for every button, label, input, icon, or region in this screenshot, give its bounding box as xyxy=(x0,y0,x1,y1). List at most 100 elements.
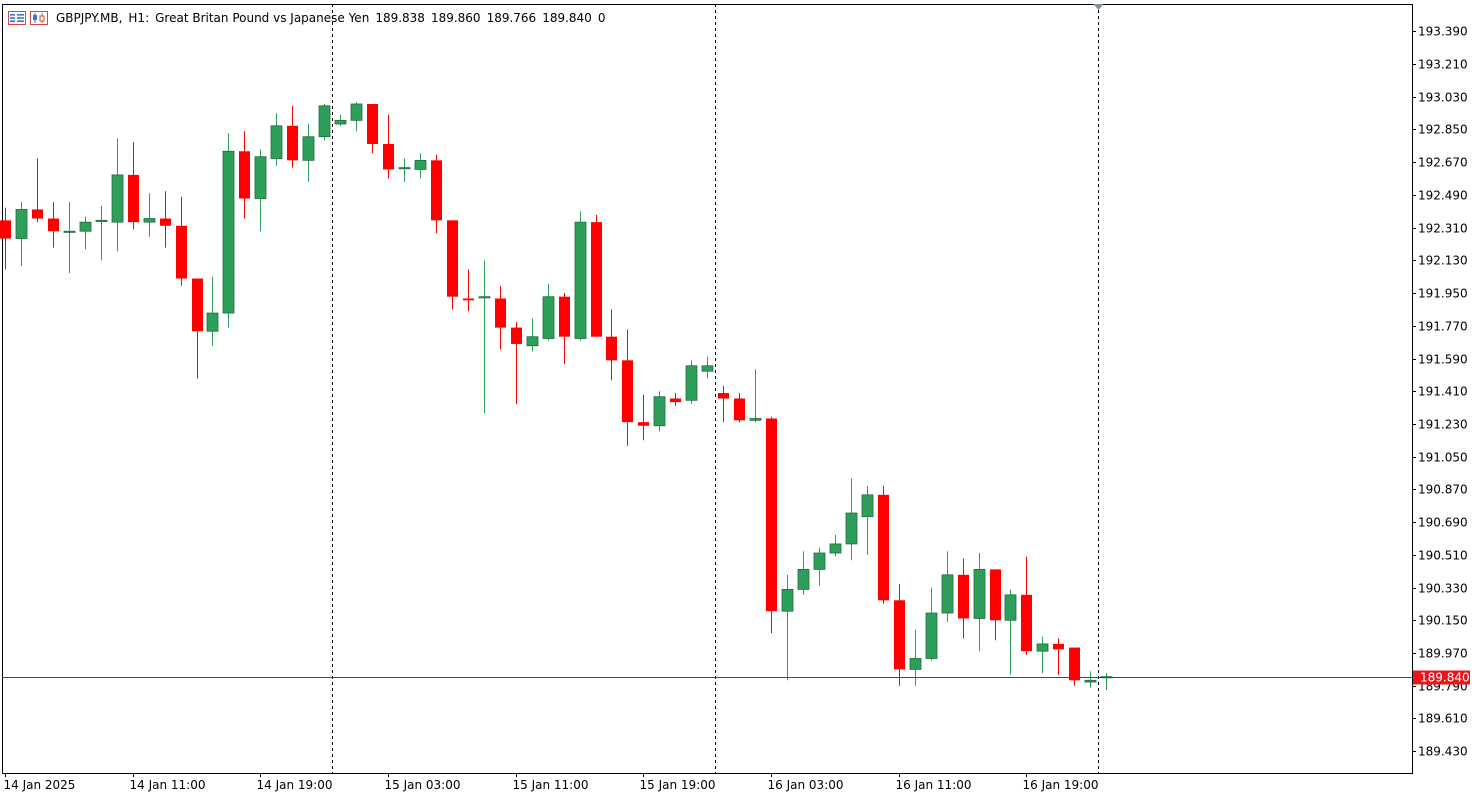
bull-candle xyxy=(111,138,124,252)
y-tick-label: 193.210 xyxy=(1418,58,1468,72)
candle-body xyxy=(111,174,124,223)
bull-candle xyxy=(829,534,842,557)
bear-candle xyxy=(734,393,745,423)
bull-candle xyxy=(861,485,874,555)
bull-candle xyxy=(813,547,826,586)
open-value: 189.838 xyxy=(375,11,425,25)
high-value: 189.860 xyxy=(430,11,481,25)
candle-body xyxy=(941,574,954,614)
bull-candle xyxy=(973,553,986,652)
bull-candle xyxy=(414,153,427,179)
candle-body xyxy=(334,119,347,125)
bear-candle xyxy=(990,569,1001,641)
candle-body xyxy=(206,312,219,332)
bull-candle xyxy=(95,205,108,261)
x-tick-label: 14 Jan 19:00 xyxy=(257,778,333,792)
y-tick-label: 190.690 xyxy=(1418,516,1468,530)
bull-candle xyxy=(222,133,235,328)
volume-value: 0 xyxy=(597,11,606,25)
bull-candle xyxy=(143,193,156,237)
symbol-label: GBPJPY.MB, xyxy=(56,11,123,25)
y-tick-label: 191.770 xyxy=(1418,320,1468,334)
bear-candle xyxy=(447,220,458,310)
bull-candle xyxy=(749,369,762,423)
bear-candle xyxy=(367,103,378,154)
bear-candle xyxy=(878,485,889,604)
candle-body xyxy=(254,156,267,199)
candle-body xyxy=(447,220,458,297)
bull-candle xyxy=(542,283,555,341)
menu-icon[interactable] xyxy=(8,11,26,25)
bull-candle xyxy=(79,216,92,250)
bear-candle xyxy=(622,329,633,446)
candle-body xyxy=(367,103,378,144)
candle-body xyxy=(653,396,666,427)
low-value: 189.766 xyxy=(486,11,537,25)
y-tick-label: 191.950 xyxy=(1418,287,1468,301)
candle-body xyxy=(718,393,729,399)
bull-candle xyxy=(574,211,587,341)
bull-candle xyxy=(63,202,76,274)
candle-body xyxy=(414,159,427,170)
bull-candle xyxy=(781,574,794,681)
candle-body xyxy=(0,220,11,239)
bear-candle xyxy=(1021,556,1032,655)
candle-body xyxy=(894,600,905,670)
candle-body xyxy=(176,225,187,279)
bear-candle xyxy=(128,142,139,230)
candle-body xyxy=(781,588,794,612)
x-tick-label: 16 Jan 03:00 xyxy=(768,778,844,792)
x-tick-label: 14 Jan 2025 xyxy=(4,778,76,792)
y-tick-label: 192.310 xyxy=(1418,222,1468,236)
bear-candle xyxy=(383,114,394,179)
bear-candle xyxy=(638,394,649,441)
y-tick-label: 190.330 xyxy=(1418,582,1468,596)
bear-candle xyxy=(511,322,522,404)
bull-candle xyxy=(270,113,283,166)
candle-body xyxy=(463,298,474,301)
bull-candle xyxy=(1036,636,1049,674)
bull-candle xyxy=(701,356,714,379)
chart-header: GBPJPY.MB, H1: Great Britan Pound vs Japan… xyxy=(8,8,611,28)
candle-body xyxy=(63,230,76,233)
candle-body xyxy=(526,336,539,347)
candle-body xyxy=(638,422,649,426)
bull-candle xyxy=(1004,589,1017,675)
candle-body xyxy=(797,568,810,590)
candle-body xyxy=(48,218,59,232)
bear-candle xyxy=(958,558,969,639)
bear-candle xyxy=(670,393,681,406)
candle-body xyxy=(1021,594,1032,652)
bear-candle xyxy=(766,416,777,634)
candle-body xyxy=(350,103,363,121)
candle-body xyxy=(622,360,633,423)
y-tick-label: 190.510 xyxy=(1418,549,1468,563)
candle-body xyxy=(239,151,250,199)
candle-body xyxy=(95,219,108,222)
candle-body xyxy=(925,612,938,659)
bear-candle xyxy=(32,158,43,223)
current-price-label: 189.840 xyxy=(1420,671,1470,685)
candle-body xyxy=(1053,643,1064,650)
bear-candle xyxy=(718,385,729,423)
bull-candle xyxy=(925,587,938,661)
candle-body xyxy=(431,160,442,221)
chart-icon[interactable] xyxy=(30,11,48,25)
candle-body xyxy=(478,296,491,299)
candle-body xyxy=(542,296,555,339)
bear-candle xyxy=(0,207,11,270)
candle-body xyxy=(32,209,43,219)
y-tick-label: 192.850 xyxy=(1418,123,1468,137)
bear-candle xyxy=(606,309,617,381)
candle-body xyxy=(829,543,842,554)
x-tick-label: 16 Jan 19:00 xyxy=(1023,778,1099,792)
bear-candle xyxy=(192,278,203,379)
bull-candle xyxy=(254,149,267,232)
candle-body xyxy=(160,218,171,226)
candle-body xyxy=(15,209,28,239)
bull-candle xyxy=(478,260,491,414)
bull-candle xyxy=(1084,671,1097,688)
bear-candle xyxy=(559,293,570,364)
